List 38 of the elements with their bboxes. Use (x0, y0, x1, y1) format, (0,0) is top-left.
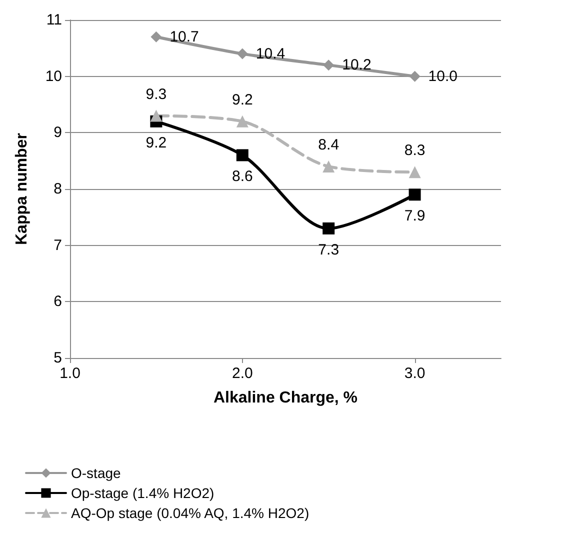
data-label: 9.2 (232, 91, 253, 108)
point (408, 188, 421, 201)
y-tick-label: 10 (45, 68, 62, 85)
point (323, 60, 334, 71)
data-label: 7.9 (404, 208, 426, 225)
point (236, 149, 248, 162)
y-tick-label: 11 (46, 12, 62, 28)
data-label: 8.3 (404, 142, 426, 160)
data-label: 7.3 (318, 241, 340, 258)
point (322, 222, 335, 234)
data-label: 9.3 (146, 86, 167, 103)
point (409, 70, 420, 82)
y-axis-title: Kappa number (14, 132, 30, 246)
data-label: 10.2 (342, 56, 372, 74)
data-label: 9.2 (146, 134, 167, 152)
legend-label: O-stage (71, 465, 122, 481)
x-axis-title: Alkaline Charge, % (213, 390, 358, 406)
x-tick-label: 2.0 (232, 365, 253, 382)
point (150, 110, 162, 122)
data-label: 10.0 (428, 68, 458, 85)
y-tick-label: 5 (54, 350, 62, 366)
legend-label: Op-stage (1.4% H2O2) (71, 485, 214, 501)
data-label: 10.7 (170, 28, 199, 46)
y-tick-label: 8 (54, 180, 62, 198)
point (322, 160, 335, 172)
data-label: 8.4 (318, 136, 340, 154)
x-tick-label: 1.0 (60, 365, 80, 382)
data-label: 10.4 (256, 45, 286, 62)
y-tick-label: 6 (54, 293, 62, 310)
point (236, 48, 248, 60)
point (150, 31, 162, 42)
point (408, 166, 421, 178)
legend-label: AQ-Op stage (0.04% AQ, 1.4% H2O2) (71, 505, 310, 521)
y-tick-label: 7 (54, 236, 62, 254)
point (236, 115, 248, 128)
x-tick-label: 3.0 (404, 365, 426, 382)
data-label: 8.6 (232, 168, 253, 186)
y-tick-label: 9 (54, 124, 62, 142)
